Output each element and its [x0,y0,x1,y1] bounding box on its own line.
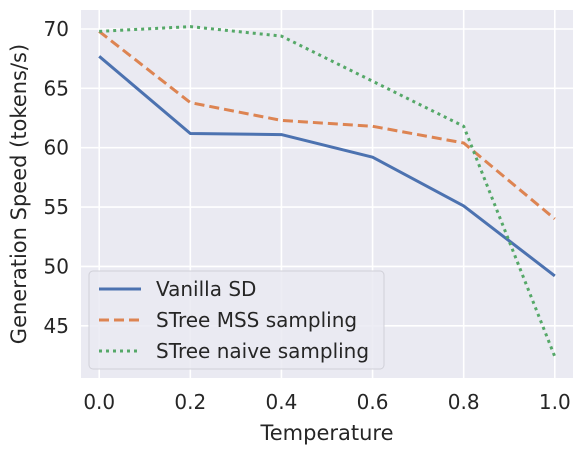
legend-label: Vanilla SD [156,277,256,301]
grid-lines [81,10,573,378]
y-tick-label: 50 [44,254,69,278]
x-axis-ticks: 0.0 0.2 0.4 0.6 0.8 1.0 [83,390,570,414]
x-tick-label: 0.8 [448,390,480,414]
x-tick-label: 0.2 [174,390,206,414]
y-tick-label: 45 [44,314,69,338]
y-axis-label: Generation Speed (tokens/s) [7,44,31,344]
legend-label: STree naive sampling [156,339,369,363]
y-tick-label: 60 [44,136,69,160]
x-tick-label: 0.4 [266,390,298,414]
series-lines [98,25,557,358]
y-tick-label: 65 [44,76,69,100]
legend-label: STree MSS sampling [156,308,357,332]
x-tick-label: 0.0 [83,390,115,414]
x-tick-label: 1.0 [539,390,571,414]
y-tick-label: 70 [44,17,69,41]
series-line-2 [98,30,556,221]
x-tick-label: 0.6 [357,390,389,414]
legend-frame [88,270,385,370]
y-axis-ticks: 45 50 55 60 65 70 [44,17,69,338]
y-tick-label: 55 [44,195,69,219]
series-line-1 [98,55,556,278]
x-axis-label: Temperature [259,421,393,445]
legend: Vanilla SD STree MSS sampling STree naive … [88,270,385,370]
series-line-3 [99,25,557,358]
